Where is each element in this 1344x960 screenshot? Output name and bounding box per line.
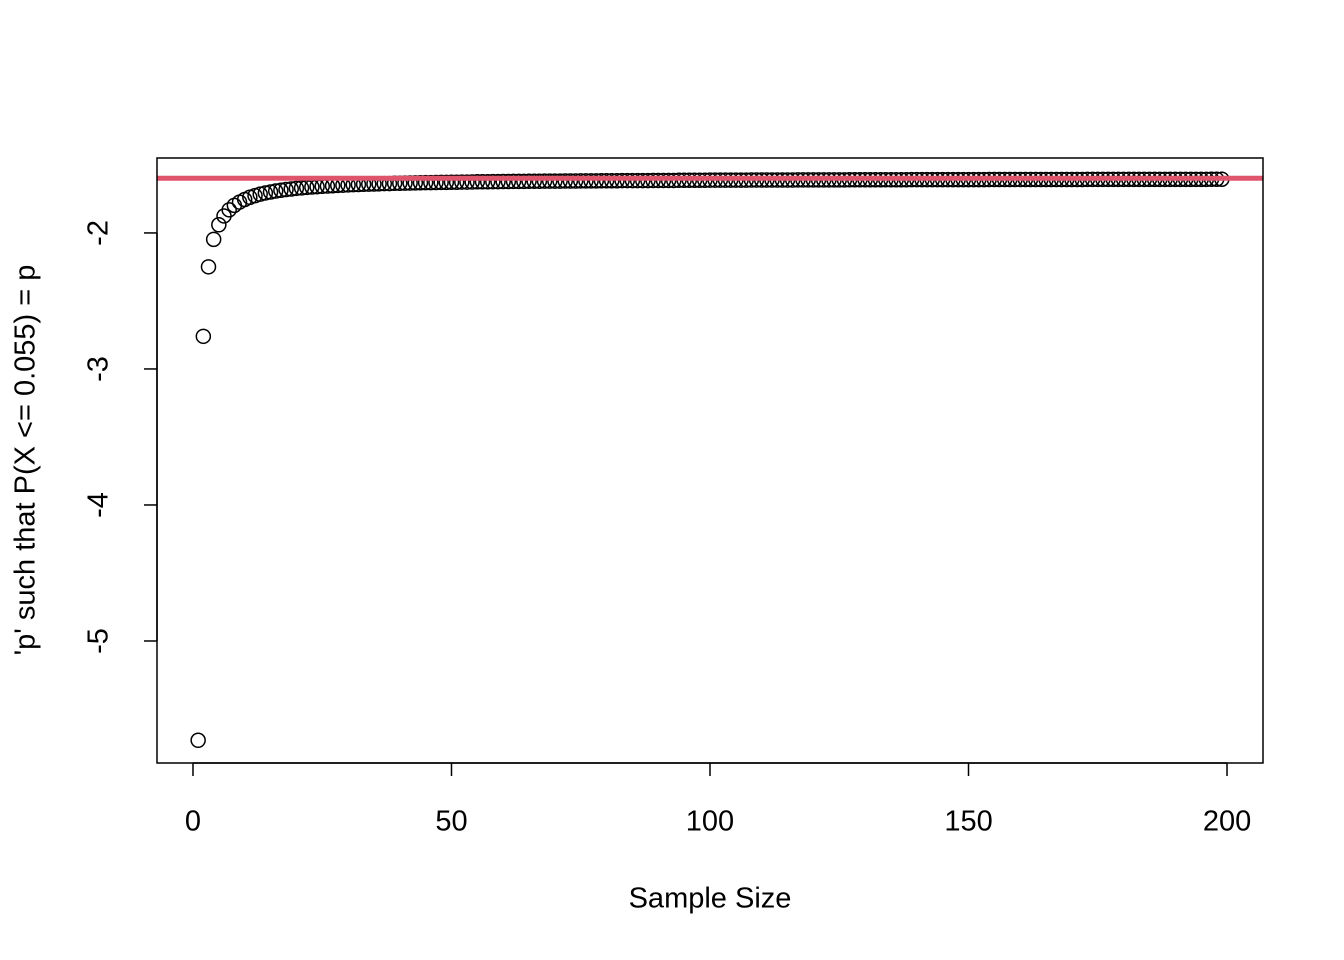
point — [211, 217, 227, 233]
x-tick-label: 150 — [944, 806, 992, 838]
point — [262, 184, 279, 200]
point — [526, 173, 542, 190]
y-tick-label: -5 — [83, 628, 115, 654]
point — [505, 173, 522, 190]
point — [485, 173, 501, 190]
point — [283, 181, 299, 197]
plot-box — [156, 157, 1264, 764]
point — [464, 174, 480, 190]
point — [293, 180, 310, 196]
x-tick-label: 200 — [1203, 806, 1251, 838]
point — [474, 174, 491, 190]
point — [495, 173, 511, 190]
point — [412, 175, 429, 191]
x-tick-label: 0 — [185, 806, 201, 838]
point — [516, 173, 532, 190]
point — [588, 173, 605, 189]
point — [459, 174, 475, 190]
point — [278, 181, 294, 198]
x-tick-label: 50 — [435, 806, 467, 838]
point — [423, 174, 439, 191]
y-tick-label: -3 — [83, 356, 115, 382]
y-axis-label: 'p' such that P(X <= 0.055) = p — [10, 265, 42, 656]
y-tick-label: -4 — [83, 492, 115, 518]
point — [221, 202, 237, 218]
point — [572, 173, 589, 189]
point — [252, 186, 268, 202]
point — [469, 174, 486, 190]
point — [521, 173, 537, 190]
point — [510, 173, 527, 190]
point — [454, 174, 470, 190]
point — [428, 174, 444, 191]
point — [541, 173, 558, 189]
point — [578, 173, 594, 189]
point — [200, 259, 217, 275]
point — [547, 173, 563, 189]
point — [195, 328, 212, 345]
point — [267, 183, 284, 199]
y-tick-label: -2 — [83, 220, 115, 246]
point — [479, 174, 496, 190]
point — [288, 180, 305, 197]
point — [500, 173, 517, 190]
point — [443, 174, 460, 190]
point — [490, 173, 506, 190]
point — [438, 174, 455, 191]
point — [562, 173, 579, 189]
point — [448, 174, 465, 190]
point — [190, 732, 206, 749]
point — [417, 174, 434, 191]
point — [536, 173, 553, 189]
point — [583, 173, 599, 189]
x-axis-label: Sample Size — [629, 883, 792, 915]
point — [257, 185, 274, 201]
point — [557, 173, 573, 189]
point — [205, 231, 222, 248]
x-tick-label: 100 — [686, 806, 734, 838]
point — [433, 174, 449, 191]
point — [273, 182, 289, 198]
point — [567, 173, 584, 189]
point — [552, 173, 568, 189]
point — [531, 173, 548, 190]
